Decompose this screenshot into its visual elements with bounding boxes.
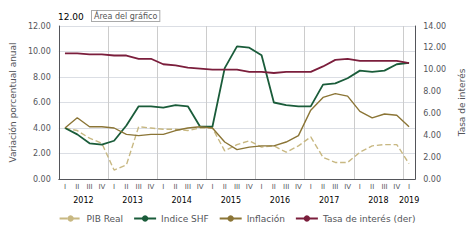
svg-text:III: III — [234, 183, 240, 191]
svg-text:2015: 2015 — [221, 196, 241, 205]
svg-text:Tasa de interés: Tasa de interés — [457, 68, 467, 137]
svg-text:Indice SHF: Indice SHF — [161, 214, 209, 224]
svg-text:I: I — [64, 183, 66, 191]
svg-text:2012: 2012 — [73, 196, 93, 205]
svg-text:12.00: 12.00 — [423, 43, 446, 52]
svg-text:IV: IV — [148, 183, 155, 191]
svg-text:IV: IV — [295, 183, 302, 191]
svg-text:10.00: 10.00 — [423, 65, 446, 74]
svg-text:II: II — [223, 183, 227, 191]
svg-text:2.00: 2.00 — [423, 153, 441, 162]
svg-text:12.00: 12.00 — [58, 12, 84, 22]
svg-text:I: I — [162, 183, 164, 191]
svg-text:III: III — [86, 183, 92, 191]
svg-text:6.00: 6.00 — [423, 109, 441, 118]
svg-text:I: I — [261, 183, 263, 191]
svg-text:2019: 2019 — [399, 196, 419, 205]
svg-text:I: I — [359, 183, 361, 191]
svg-text:8.00: 8.00 — [423, 87, 441, 96]
svg-text:14.00: 14.00 — [423, 22, 446, 31]
svg-text:II: II — [321, 183, 325, 191]
svg-text:10.00: 10.00 — [28, 47, 51, 56]
svg-text:0.00: 0.00 — [33, 175, 51, 184]
svg-text:III: III — [136, 183, 142, 191]
svg-text:III: III — [381, 183, 387, 191]
svg-text:Tasa de interés (der): Tasa de interés (der) — [322, 214, 416, 224]
svg-text:4.00: 4.00 — [33, 124, 51, 133]
svg-text:2014: 2014 — [172, 196, 192, 205]
svg-text:6.00: 6.00 — [33, 98, 51, 107]
svg-text:II: II — [272, 183, 276, 191]
svg-text:II: II — [370, 183, 374, 191]
svg-text:II: II — [173, 183, 177, 191]
svg-text:0.00: 0.00 — [423, 175, 441, 184]
svg-text:I: I — [211, 183, 213, 191]
svg-text:Inflación: Inflación — [247, 214, 285, 224]
svg-text:2.00: 2.00 — [33, 149, 51, 158]
svg-text:Variación porcentual anual: Variación porcentual anual — [8, 42, 18, 162]
svg-text:Área del gráfico: Área del gráfico — [94, 10, 157, 21]
svg-text:IV: IV — [98, 183, 105, 191]
svg-text:2018: 2018 — [368, 196, 388, 205]
svg-text:12.00: 12.00 — [28, 22, 51, 31]
svg-text:III: III — [185, 183, 191, 191]
svg-text:4.00: 4.00 — [423, 131, 441, 140]
svg-text:8.00: 8.00 — [33, 73, 51, 82]
svg-text:I: I — [113, 183, 115, 191]
svg-text:PIB Real: PIB Real — [87, 214, 124, 224]
svg-text:II: II — [124, 183, 128, 191]
svg-text:2016: 2016 — [270, 196, 290, 205]
svg-text:III: III — [283, 183, 289, 191]
svg-text:I: I — [408, 183, 410, 191]
svg-text:IV: IV — [197, 183, 204, 191]
svg-text:IV: IV — [344, 183, 351, 191]
svg-text:II: II — [75, 183, 79, 191]
svg-text:IV: IV — [393, 183, 400, 191]
svg-text:I: I — [310, 183, 312, 191]
svg-text:III: III — [332, 183, 338, 191]
svg-text:2017: 2017 — [319, 196, 339, 205]
svg-text:IV: IV — [246, 183, 253, 191]
svg-text:2013: 2013 — [122, 196, 142, 205]
